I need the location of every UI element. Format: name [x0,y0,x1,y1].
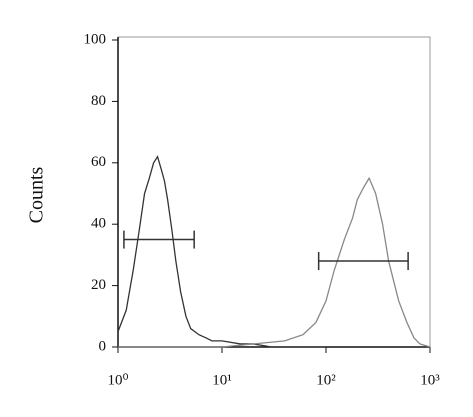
y-tick-label: 20 [91,277,106,293]
y-tick-label: 60 [91,154,106,170]
plot-frame [117,36,431,348]
y-tick-label: 100 [84,31,107,47]
y-tick-label: 0 [99,338,107,354]
x-tick-label: 10³ [420,372,440,388]
x-tick-label: 10¹ [212,372,232,388]
x-tick-label: 10⁰ [107,372,128,388]
y-tick-label: 80 [91,93,106,109]
x-tick-label: 10² [316,372,336,388]
y-axis-label: Counts [26,166,48,223]
histogram-line [117,155,326,348]
y-tick-label: 40 [91,216,106,232]
histogram-line [118,176,431,348]
